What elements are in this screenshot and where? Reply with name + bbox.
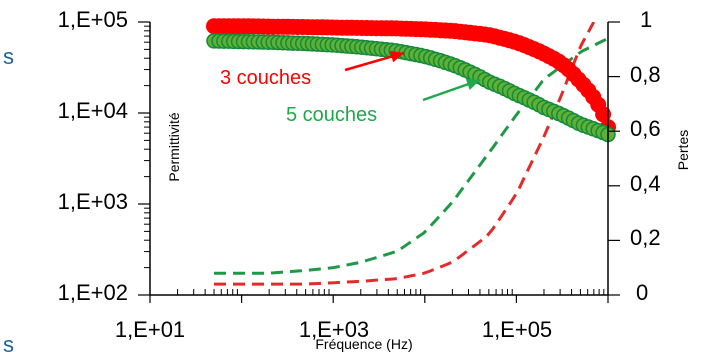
loss-curve-red — [214, 22, 596, 286]
x-tick-label: 1,E+03 — [299, 317, 369, 342]
y-right-tick-label: 0,6 — [630, 116, 661, 141]
y-right-tick-label: 1 — [640, 7, 652, 32]
permittivity-point-red — [595, 106, 612, 123]
y-left-tick-label: 1,E+04 — [58, 98, 128, 123]
annotation-5-couches: 5 couches — [286, 104, 377, 126]
edge-text-fragment: s — [3, 332, 14, 352]
y-right-tick-label: 0,4 — [630, 171, 661, 196]
x-tick-label: 1,E+05 — [482, 317, 552, 342]
annotation-arrow-3-couches-head — [389, 50, 404, 63]
annotation-3-couches: 3 couches — [220, 67, 311, 89]
edge-text-fragment: s — [3, 44, 14, 69]
y-right-tick-label: 0,2 — [630, 225, 661, 250]
y-left-tick-label: 1,E+02 — [58, 280, 128, 305]
y-left-axis-title: Permittivité — [166, 112, 182, 181]
loss-curve-green — [214, 37, 608, 275]
axes — [138, 21, 620, 303]
y-right-tick-label: 0,8 — [630, 62, 661, 87]
y-right-tick-label: 0 — [636, 280, 648, 305]
x-axis-title: Fréquence (Hz) — [315, 336, 412, 352]
y-left-tick-label: 1,E+03 — [58, 189, 128, 214]
y-left-tick-label: 1,E+05 — [58, 7, 128, 32]
y-right-axis-title: Pertes — [675, 130, 691, 170]
plot-area — [206, 18, 616, 286]
annotation-arrow-5-couches-head — [465, 78, 480, 90]
x-tick-label: 1,E+01 — [115, 317, 185, 342]
